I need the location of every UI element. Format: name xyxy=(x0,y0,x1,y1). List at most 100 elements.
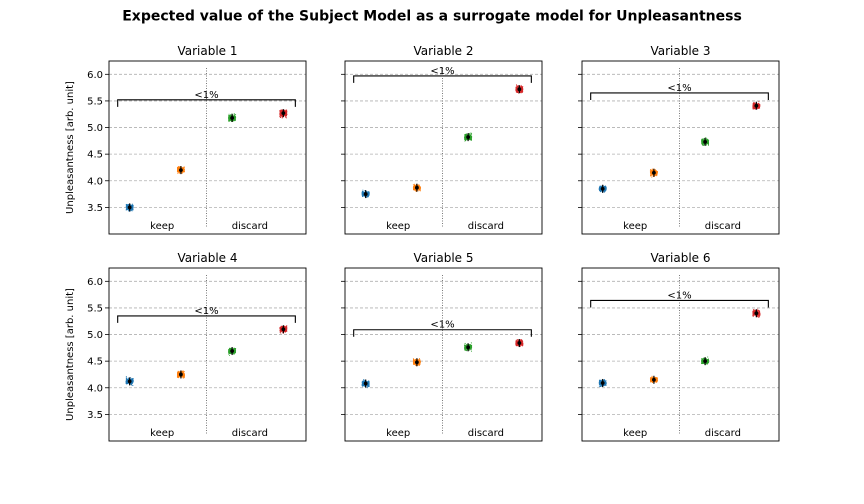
data-point xyxy=(654,169,657,172)
data-point xyxy=(228,116,230,118)
group-label-discard: discard xyxy=(705,221,741,232)
significance-bracket xyxy=(590,92,769,100)
group-label-discard: discard xyxy=(468,428,504,439)
data-point xyxy=(178,168,180,170)
y-tick-label: 3.5 xyxy=(87,410,103,421)
data-point xyxy=(229,348,231,350)
data-point xyxy=(470,138,472,140)
data-point xyxy=(752,105,754,107)
data-point xyxy=(235,114,237,116)
data-point xyxy=(599,188,601,190)
group-label-keep: keep xyxy=(623,221,647,232)
data-point xyxy=(279,328,281,330)
data-point xyxy=(234,348,236,350)
data-point xyxy=(651,170,653,172)
data-point xyxy=(126,378,128,380)
series-3-points xyxy=(701,137,710,146)
data-point xyxy=(228,113,230,115)
data-point xyxy=(520,84,522,86)
data-point xyxy=(419,186,421,188)
data-point xyxy=(417,190,419,192)
mean-marker xyxy=(415,185,419,190)
data-point xyxy=(470,350,473,352)
data-point xyxy=(183,171,185,173)
data-point xyxy=(603,186,605,188)
data-point xyxy=(469,138,471,140)
series-4-points xyxy=(752,101,761,110)
data-point xyxy=(708,140,710,142)
significance-bracket xyxy=(353,75,532,83)
data-point xyxy=(415,189,417,191)
series-4-points xyxy=(279,325,288,334)
data-point xyxy=(178,370,180,373)
data-point xyxy=(286,110,288,113)
data-point xyxy=(368,191,370,193)
series-3-points xyxy=(228,347,237,356)
data-point xyxy=(131,203,133,205)
data-point xyxy=(415,364,417,366)
data-point xyxy=(419,361,421,363)
data-point xyxy=(132,205,134,207)
significance-bracket xyxy=(117,315,296,323)
data-point xyxy=(280,113,282,115)
data-point xyxy=(178,377,180,379)
data-point xyxy=(363,195,365,197)
y-tick-label: 5.5 xyxy=(87,303,103,314)
data-point xyxy=(177,171,179,173)
data-point xyxy=(177,373,179,375)
series-2-points xyxy=(649,168,658,178)
series-2-points xyxy=(176,165,185,175)
data-point xyxy=(650,170,652,172)
subplot-title: Variable 2 xyxy=(413,44,473,58)
data-point xyxy=(702,138,704,140)
data-point xyxy=(362,191,365,193)
data-point xyxy=(126,205,128,208)
figure-title: Expected value of the Subject Model as a… xyxy=(122,9,742,25)
data-point xyxy=(183,371,185,373)
data-point xyxy=(285,115,288,117)
data-point xyxy=(363,379,365,381)
subplot-title: Variable 3 xyxy=(650,44,710,58)
data-point xyxy=(283,109,286,111)
data-point xyxy=(131,207,133,209)
data-point xyxy=(362,381,364,383)
data-point xyxy=(515,88,517,90)
data-point xyxy=(758,105,760,107)
data-point xyxy=(470,133,472,135)
data-point xyxy=(125,376,127,378)
data-point xyxy=(285,329,287,331)
data-point xyxy=(367,384,370,386)
data-point xyxy=(419,189,421,192)
data-point xyxy=(464,139,466,141)
data-point xyxy=(177,371,179,374)
data-point xyxy=(179,166,181,168)
y-tick-label: 6.0 xyxy=(87,277,103,288)
data-point xyxy=(707,140,709,143)
group-label-keep: keep xyxy=(150,221,174,232)
axes-frame xyxy=(108,60,307,235)
data-point xyxy=(228,118,230,121)
data-point xyxy=(285,110,287,112)
data-point xyxy=(177,370,179,372)
data-point xyxy=(701,141,703,143)
data-point xyxy=(183,375,185,377)
data-point xyxy=(182,372,184,374)
mean-marker xyxy=(230,116,235,120)
y-tick-label: 5.0 xyxy=(87,330,103,341)
data-point xyxy=(599,187,601,189)
mean-marker xyxy=(652,170,656,175)
series-4-points xyxy=(279,109,288,119)
series-1-points xyxy=(361,379,370,389)
data-point xyxy=(520,87,522,89)
data-point xyxy=(280,326,282,328)
mean-marker xyxy=(127,205,132,210)
data-point xyxy=(418,188,420,190)
group-label-discard: discard xyxy=(232,428,268,439)
data-point xyxy=(228,120,230,122)
data-point xyxy=(285,116,287,118)
data-point xyxy=(125,380,128,382)
data-point xyxy=(415,190,417,192)
data-point xyxy=(284,331,286,333)
